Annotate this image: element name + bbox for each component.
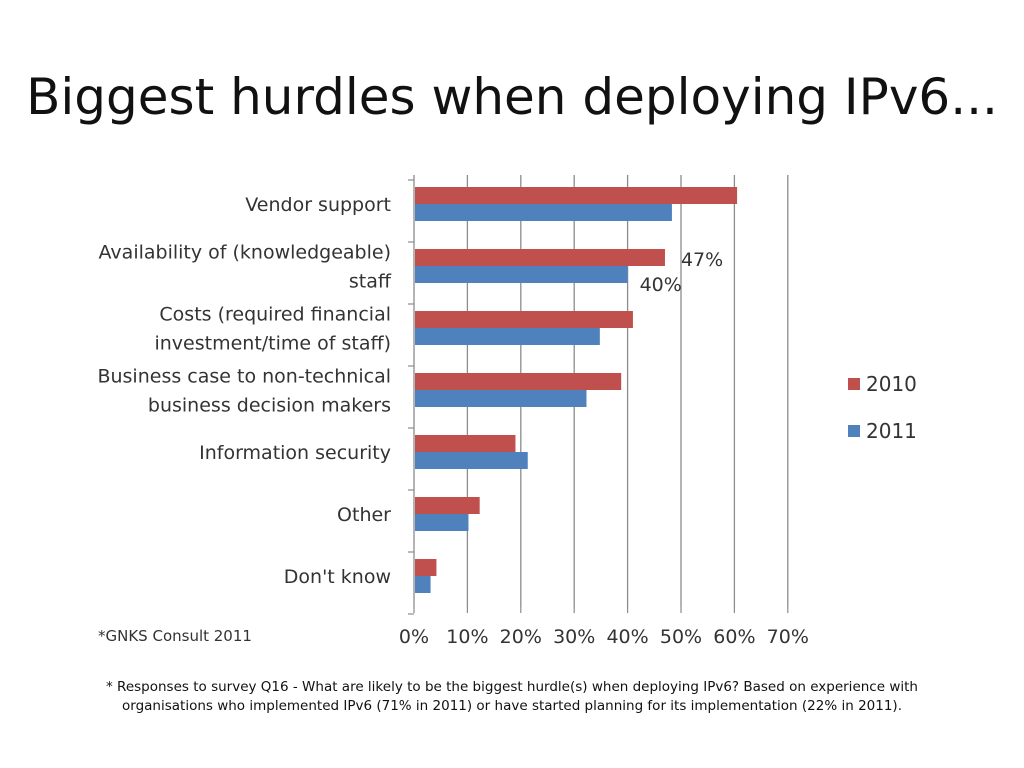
bar-2010	[415, 497, 480, 514]
x-tick-label: 30%	[553, 626, 595, 648]
bar-2010	[415, 187, 738, 204]
category-label: Don't know	[284, 566, 391, 588]
x-tick-label: 0%	[399, 626, 429, 648]
category-label: Business case to non-technical	[97, 366, 391, 388]
legend-swatch-2011	[848, 425, 860, 437]
bar-2011	[415, 576, 431, 593]
bar-2011	[415, 266, 628, 283]
bar-2010	[415, 311, 633, 328]
x-tick-label: 40%	[606, 626, 648, 648]
legend-label-2010: 2010	[866, 372, 917, 396]
legend-label-2011: 2011	[866, 419, 917, 443]
bar-2011	[415, 514, 469, 531]
source-note: *GNKS Consult 2011	[98, 627, 252, 645]
category-label: Information security	[199, 442, 391, 464]
bar-2011	[415, 452, 528, 469]
x-tick-label: 20%	[500, 626, 542, 648]
bar-2010	[415, 373, 622, 390]
bar-2011	[415, 390, 587, 407]
category-label: staff	[349, 271, 392, 293]
x-tick-label: 70%	[767, 626, 809, 648]
category-label: business decision makers	[148, 395, 391, 417]
data-label: 47%	[681, 249, 723, 271]
slide-title: Biggest hurdles when deploying IPv6...	[26, 68, 998, 126]
bar-2010	[415, 249, 665, 266]
x-tick-label: 60%	[713, 626, 755, 648]
footnote: * Responses to survey Q16 - What are lik…	[106, 679, 918, 714]
x-tick-label: 50%	[660, 626, 702, 648]
category-label: Costs (required financial	[159, 304, 391, 326]
data-label: 40%	[640, 274, 682, 296]
legend-swatch-2010	[848, 378, 860, 390]
category-label: Availability of (knowledgeable)	[99, 242, 391, 264]
category-label: investment/time of staff)	[154, 333, 391, 355]
bar-2010	[415, 435, 516, 452]
x-tick-label: 10%	[446, 626, 488, 648]
category-label: Vendor support	[245, 194, 391, 216]
bar-2011	[415, 204, 672, 221]
category-label: Other	[337, 504, 391, 526]
bar-2011	[415, 328, 600, 345]
bar-2010	[415, 559, 437, 576]
